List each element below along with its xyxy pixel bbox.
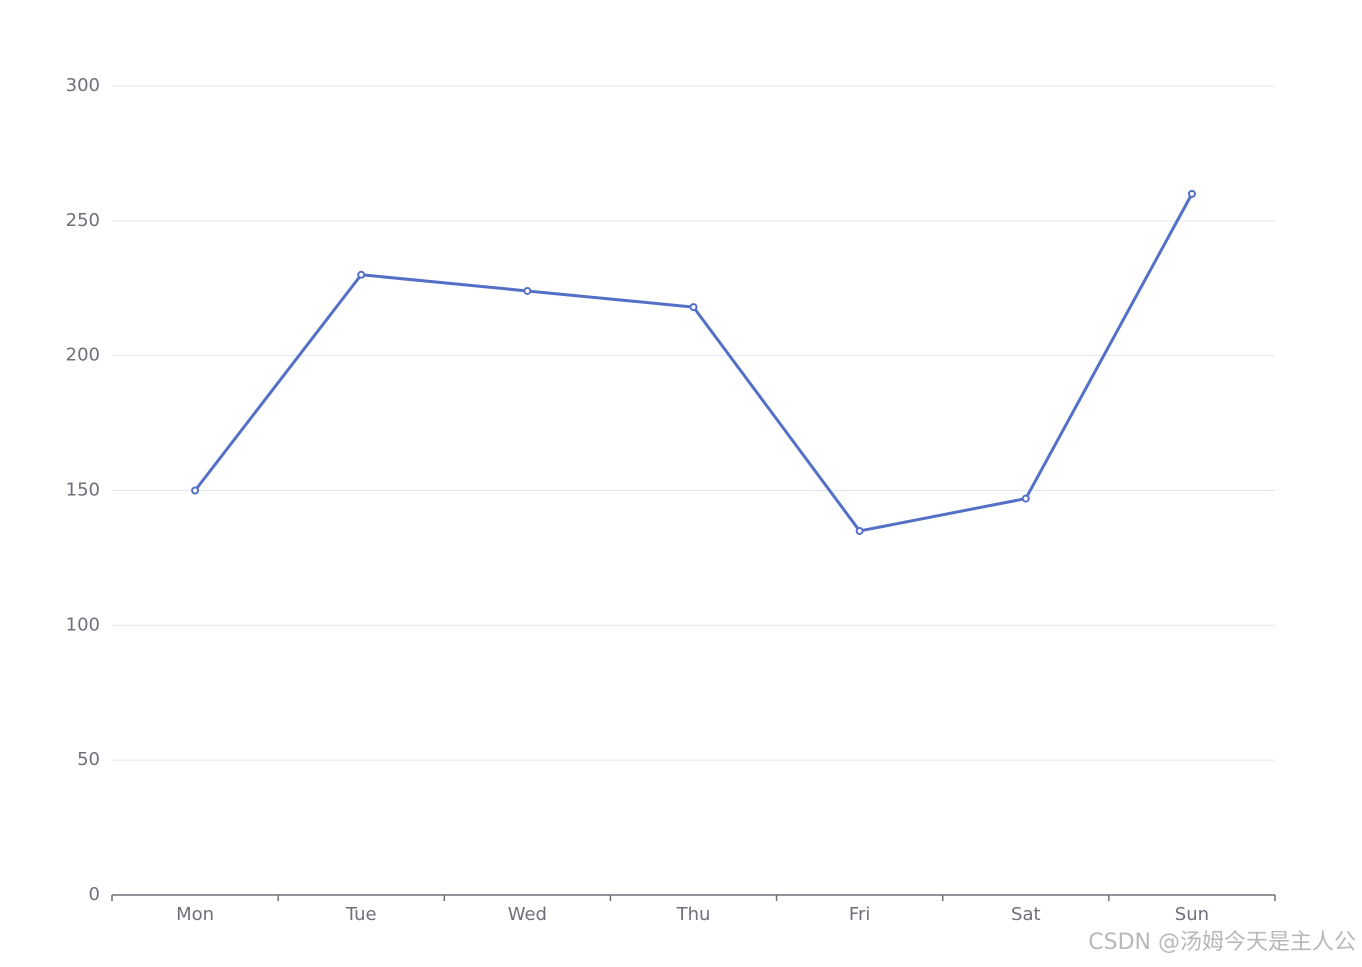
x-tick-label: Tue bbox=[345, 904, 377, 925]
point bbox=[1021, 494, 1030, 503]
y-tick-label: 100 bbox=[66, 614, 100, 635]
point bbox=[357, 270, 366, 279]
point bbox=[689, 303, 698, 312]
point bbox=[1187, 189, 1196, 198]
point bbox=[191, 486, 200, 495]
x-tick-label: Fri bbox=[849, 904, 870, 925]
point bbox=[523, 286, 532, 295]
y-tick-label: 50 bbox=[77, 749, 100, 770]
point bbox=[855, 526, 864, 535]
watermark: CSDN @汤姆今天是主人公 bbox=[1088, 930, 1356, 955]
y-tick-label: 150 bbox=[66, 480, 100, 501]
y-tick-label: 200 bbox=[66, 345, 100, 366]
x-tick-label: Sun bbox=[1175, 904, 1209, 925]
x-tick-label: Thu bbox=[676, 904, 711, 925]
x-tick-label: Wed bbox=[508, 904, 547, 925]
y-tick-label: 300 bbox=[66, 75, 100, 96]
line bbox=[193, 193, 1194, 533]
x-tick-label: Sat bbox=[1011, 904, 1041, 925]
y-tick-label: 250 bbox=[66, 210, 100, 231]
y-tick-label: 0 bbox=[89, 884, 100, 905]
x-tick-label: Mon bbox=[176, 904, 214, 925]
